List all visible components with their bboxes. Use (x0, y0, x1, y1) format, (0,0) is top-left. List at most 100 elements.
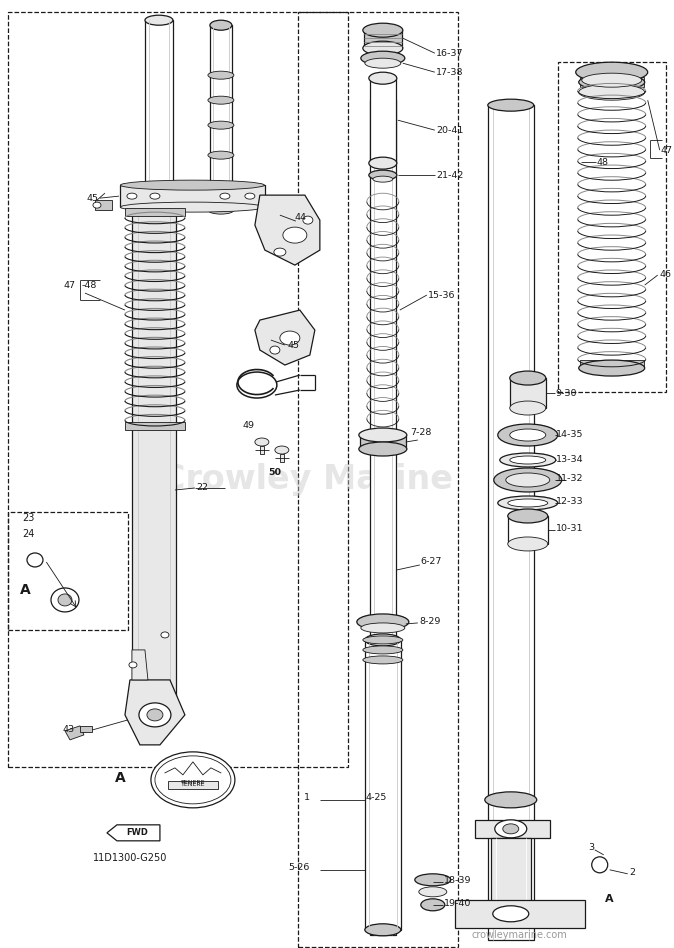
Ellipse shape (357, 614, 409, 629)
Polygon shape (255, 195, 320, 265)
Ellipse shape (151, 752, 235, 808)
Text: 1: 1 (304, 793, 310, 802)
Ellipse shape (510, 456, 546, 464)
Ellipse shape (485, 792, 537, 808)
Text: 47: 47 (661, 146, 673, 155)
Ellipse shape (121, 202, 264, 212)
Ellipse shape (576, 63, 648, 82)
Text: 11D1300-G250: 11D1300-G250 (93, 853, 167, 863)
Ellipse shape (210, 20, 232, 30)
Text: 24: 24 (22, 529, 34, 539)
Text: A: A (115, 771, 125, 785)
Bar (8, 12, 348, 767)
Polygon shape (125, 680, 185, 745)
Text: 9-30: 9-30 (556, 389, 577, 397)
Ellipse shape (493, 905, 529, 921)
Text: 13-34: 13-34 (556, 454, 584, 464)
Text: 21-42: 21-42 (436, 171, 463, 179)
Text: 20-41: 20-41 (436, 126, 463, 135)
Bar (132, 195, 176, 715)
Bar (210, 26, 232, 200)
Ellipse shape (139, 702, 171, 727)
Ellipse shape (129, 662, 137, 668)
Text: A: A (605, 894, 613, 903)
Text: 48: 48 (596, 157, 609, 167)
Ellipse shape (208, 121, 234, 129)
Ellipse shape (121, 180, 264, 191)
Ellipse shape (127, 193, 137, 199)
Text: 19-40: 19-40 (443, 900, 471, 908)
Bar (125, 422, 185, 430)
Text: 18-39: 18-39 (443, 876, 471, 885)
Ellipse shape (363, 23, 403, 37)
Text: crowleymarine.com: crowleymarine.com (472, 930, 568, 939)
Text: 43: 43 (63, 725, 75, 735)
Ellipse shape (506, 473, 550, 487)
Text: 16-37: 16-37 (436, 48, 463, 58)
Text: A: A (20, 583, 31, 597)
Ellipse shape (488, 100, 534, 111)
Ellipse shape (373, 176, 393, 182)
Bar (580, 360, 644, 368)
Ellipse shape (363, 41, 403, 55)
Bar (580, 77, 644, 87)
Text: 4-25: 4-25 (366, 793, 387, 802)
Ellipse shape (579, 360, 645, 376)
Ellipse shape (363, 636, 403, 644)
Ellipse shape (147, 709, 163, 720)
Text: 8-29: 8-29 (420, 617, 441, 627)
Bar (260, 446, 264, 454)
Ellipse shape (208, 151, 234, 159)
Bar (280, 454, 284, 462)
Bar (510, 378, 546, 408)
Ellipse shape (508, 509, 548, 523)
Ellipse shape (132, 709, 176, 720)
Ellipse shape (51, 588, 79, 612)
Text: 50: 50 (268, 467, 281, 477)
Polygon shape (107, 825, 160, 841)
Ellipse shape (365, 923, 401, 936)
Ellipse shape (363, 646, 403, 654)
Ellipse shape (579, 74, 645, 90)
Polygon shape (65, 726, 84, 739)
Ellipse shape (503, 824, 519, 834)
Ellipse shape (208, 206, 234, 214)
Ellipse shape (592, 857, 608, 873)
Text: TENERE: TENERE (181, 780, 205, 785)
Ellipse shape (93, 202, 101, 209)
Ellipse shape (359, 442, 407, 456)
Ellipse shape (415, 874, 451, 885)
Ellipse shape (208, 181, 234, 190)
Ellipse shape (161, 632, 169, 638)
Text: 12-33: 12-33 (556, 498, 584, 506)
Ellipse shape (510, 371, 546, 385)
Ellipse shape (303, 216, 313, 224)
Text: 3: 3 (588, 844, 594, 852)
Ellipse shape (500, 453, 556, 467)
Polygon shape (95, 200, 112, 210)
Ellipse shape (369, 157, 397, 169)
Ellipse shape (245, 193, 255, 199)
Text: 11-32: 11-32 (556, 475, 583, 483)
Ellipse shape (220, 193, 230, 199)
Text: 6-27: 6-27 (421, 557, 442, 567)
Text: 44: 44 (295, 212, 307, 222)
Bar (168, 781, 218, 789)
Text: TENERE: TENERE (181, 782, 205, 788)
Bar (370, 78, 396, 163)
Ellipse shape (280, 331, 300, 345)
Text: FWD: FWD (126, 829, 148, 837)
Ellipse shape (508, 499, 548, 507)
Ellipse shape (150, 193, 160, 199)
Ellipse shape (255, 438, 269, 446)
Text: 47: 47 (64, 281, 76, 289)
Ellipse shape (508, 537, 548, 551)
Ellipse shape (208, 71, 234, 80)
Bar (145, 20, 173, 195)
Polygon shape (255, 310, 315, 365)
Ellipse shape (369, 72, 397, 84)
Ellipse shape (365, 58, 401, 68)
Ellipse shape (421, 899, 445, 911)
Text: 10-31: 10-31 (556, 524, 583, 534)
Bar (508, 516, 548, 544)
